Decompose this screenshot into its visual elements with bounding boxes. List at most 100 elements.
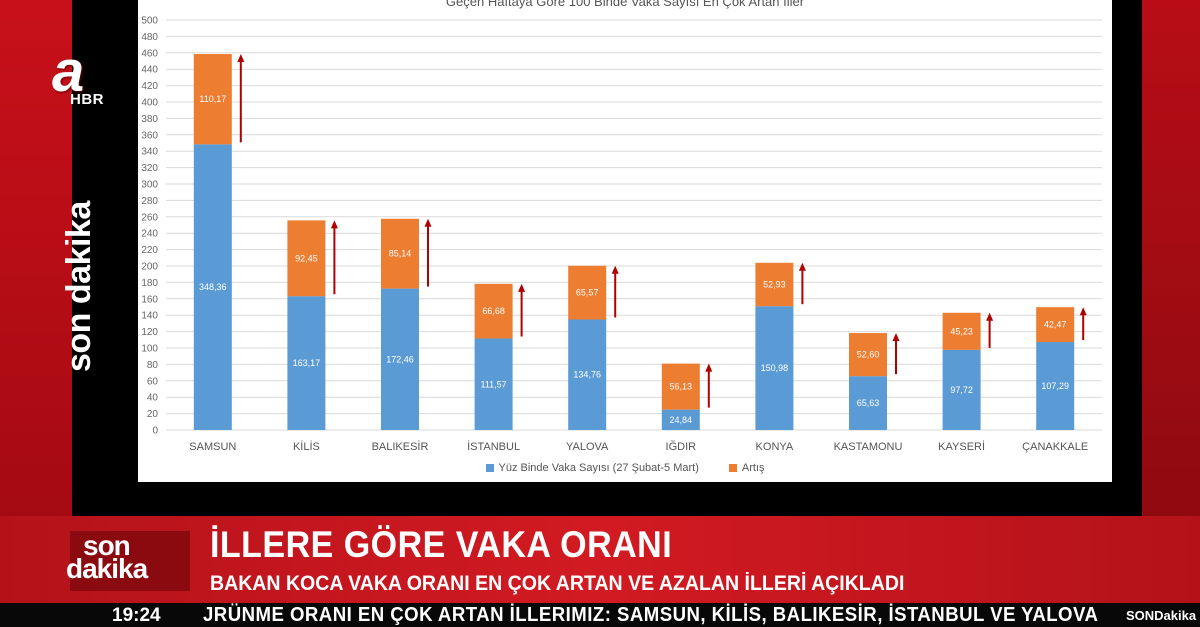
chart-panel: Geçen Haftaya Göre 100 Binde Vaka Sayısı…: [138, 0, 1112, 482]
y-tick-label: 200: [141, 262, 158, 273]
x-category-label: SAMSUN: [189, 441, 236, 453]
badge-son-text: son: [83, 530, 131, 561]
ticker-time: 19:24: [112, 605, 161, 626]
data-label-base: 150,98: [761, 363, 789, 373]
y-tick-label: 420: [141, 81, 158, 92]
increase-arrow-head: [424, 218, 432, 227]
badge-dakika-text: dakika: [66, 553, 148, 584]
bar-increase-7: [849, 333, 887, 377]
y-tick-label: 40: [147, 393, 159, 404]
bar-increase-9: [1036, 307, 1075, 343]
data-label-base: 24,84: [670, 415, 693, 425]
bar-increase-3: [474, 283, 513, 339]
right-red-band: [1142, 0, 1200, 516]
increase-arrow-head: [330, 220, 338, 229]
bar-base-9: [1036, 342, 1075, 430]
y-tick-label: 240: [141, 229, 158, 240]
y-tick-label: 340: [141, 147, 158, 158]
increase-arrow-head: [705, 363, 713, 372]
bar-base-4: [568, 319, 607, 430]
y-tick-label: 120: [141, 327, 158, 338]
legend-item-increase: Artış: [728, 462, 765, 474]
y-tick-label: 360: [141, 130, 158, 141]
y-tick-label: 380: [141, 114, 158, 125]
data-label-increase: 66,68: [482, 306, 505, 316]
y-tick-label: 140: [141, 311, 158, 322]
y-tick-label: 220: [141, 245, 158, 256]
legend-label-increase: Artış: [741, 462, 765, 474]
son-dakika-badge: [70, 531, 190, 591]
legend-item-base: Yüz Binde Vaka Sayısı (27 Şubat-5 Mart): [485, 462, 699, 474]
y-tick-label: 280: [141, 196, 158, 207]
x-category-label: İSTANBUL: [467, 440, 520, 453]
y-tick-label: 20: [147, 409, 159, 420]
x-category-label: KONYA: [756, 441, 794, 453]
bar-increase-5: [661, 363, 700, 410]
data-label-base: 107,29: [1041, 381, 1069, 391]
news-subheadline: BAKAN KOCA VAKA ORANI EN ÇOK ARTAN VE AZ…: [210, 572, 905, 595]
x-category-label: YALOVA: [566, 441, 609, 453]
x-category-label: KAYSERİ: [938, 440, 985, 453]
stacked-bar-chart: 0 20 40 60 80 100 120 140 160 180 200 220 240 260 280 3…: [141, 16, 1102, 453]
data-label-increase: 42,47: [1044, 320, 1067, 330]
bar-increase-0: [193, 54, 232, 145]
increase-arrow-head: [986, 312, 994, 321]
ticker-text: JRÜNME ORANI EN ÇOK ARTAN İLLERIMIZ: SAM…: [203, 604, 1099, 626]
bar-increase-4: [568, 265, 607, 320]
y-tick-label: 0: [152, 426, 158, 437]
bar-base-1: [287, 296, 326, 430]
ticker-brand: SONDakika: [1112, 605, 1200, 627]
chart-title: Geçen Haftaya Göre 100 Binde Vaka Sayısı…: [445, 0, 805, 9]
bar-increase-2: [381, 218, 419, 289]
side-son-dakika-label: son dakika: [60, 201, 98, 372]
bar-base-2: [381, 288, 419, 430]
data-label-base: 97,72: [950, 385, 973, 395]
bar-increase-6: [755, 262, 794, 307]
x-category-label: BALIKESİR: [372, 440, 429, 453]
y-tick-label: 300: [141, 180, 158, 191]
bar-increase-8: [942, 312, 981, 350]
bar-base-5: [661, 409, 700, 430]
data-label-base: 163,17: [293, 358, 321, 368]
news-headline: İLLERE GÖRE VAKA ORANI: [210, 524, 673, 565]
data-label-increase: 65,57: [576, 288, 599, 298]
legend-swatch-base: [485, 464, 494, 472]
increase-arrow-head: [892, 333, 900, 342]
y-tick-label: 260: [141, 212, 158, 223]
data-label-increase: 52,60: [857, 350, 880, 360]
left-red-band: [0, 0, 72, 516]
data-label-increase: 45,23: [950, 326, 973, 336]
y-tick-label: 160: [141, 294, 158, 305]
legend-swatch-increase: [728, 464, 737, 472]
data-label-increase: 56,13: [670, 382, 693, 392]
data-label-base: 172,46: [386, 354, 414, 364]
bar-base-3: [474, 338, 513, 430]
increase-arrow-head: [237, 54, 245, 63]
y-tick-label: 100: [141, 344, 158, 355]
data-label-base: 134,76: [573, 370, 601, 380]
y-tick-label: 400: [141, 98, 158, 109]
ticker-brand-text: SONDakika: [1126, 608, 1197, 623]
data-label-base: 348,36: [199, 282, 227, 292]
legend-label-base: Yüz Binde Vaka Sayısı (27 Şubat-5 Mart): [498, 462, 699, 474]
y-tick-label: 480: [141, 32, 158, 43]
logo-letter: a: [52, 39, 85, 104]
channel-logo: a HBR: [52, 39, 122, 108]
increase-arrow-head: [1079, 307, 1087, 316]
increase-arrow-head: [611, 265, 619, 274]
data-label-base: 111,57: [480, 379, 506, 389]
y-tick-label: 180: [141, 278, 158, 289]
logo-hbr-text: HBR: [70, 91, 104, 108]
bar-base-7: [849, 376, 887, 430]
bar-base-0: [193, 144, 232, 431]
bar-base-6: [755, 306, 794, 430]
x-category-label: IĞDIR: [666, 440, 697, 453]
data-label-increase: 92,45: [295, 253, 318, 263]
y-tick-label: 460: [141, 48, 158, 59]
x-category-label: KASTAMONU: [834, 441, 903, 453]
chart-legend: Yüz Binde Vaka Sayısı (27 Şubat-5 Mart) …: [138, 462, 1112, 474]
news-ticker: [0, 603, 1200, 627]
data-label-base: 65,63: [857, 398, 880, 408]
data-label-increase: 110,17: [199, 94, 226, 104]
bar-increase-1: [287, 220, 326, 297]
